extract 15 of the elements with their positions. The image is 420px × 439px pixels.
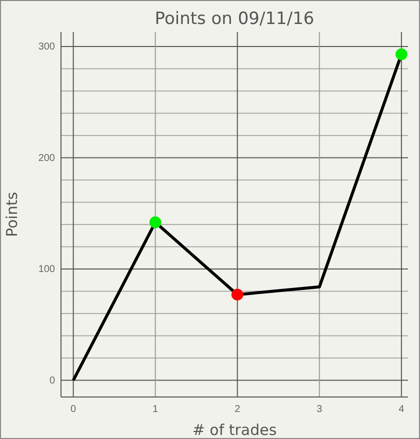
y-tick-label: 300 [38, 42, 56, 53]
chart-title: Points on 09/11/16 [154, 9, 314, 29]
point [149, 216, 162, 228]
x-tick-label: 2 [234, 404, 241, 416]
y-tick-label: 100 [38, 264, 56, 276]
x-tick-label: 1 [152, 404, 159, 416]
x-tick-label: 4 [398, 404, 405, 416]
x-tick-label: 0 [70, 404, 77, 416]
x-tick-label: 3 [316, 404, 323, 416]
y-tick-label: 200 [38, 152, 56, 164]
point [231, 288, 244, 301]
point [396, 48, 408, 60]
x-axis-title: # of trades [192, 421, 277, 439]
y-tick-label: 0 [49, 376, 56, 387]
y-axis-title: Points [3, 192, 21, 238]
